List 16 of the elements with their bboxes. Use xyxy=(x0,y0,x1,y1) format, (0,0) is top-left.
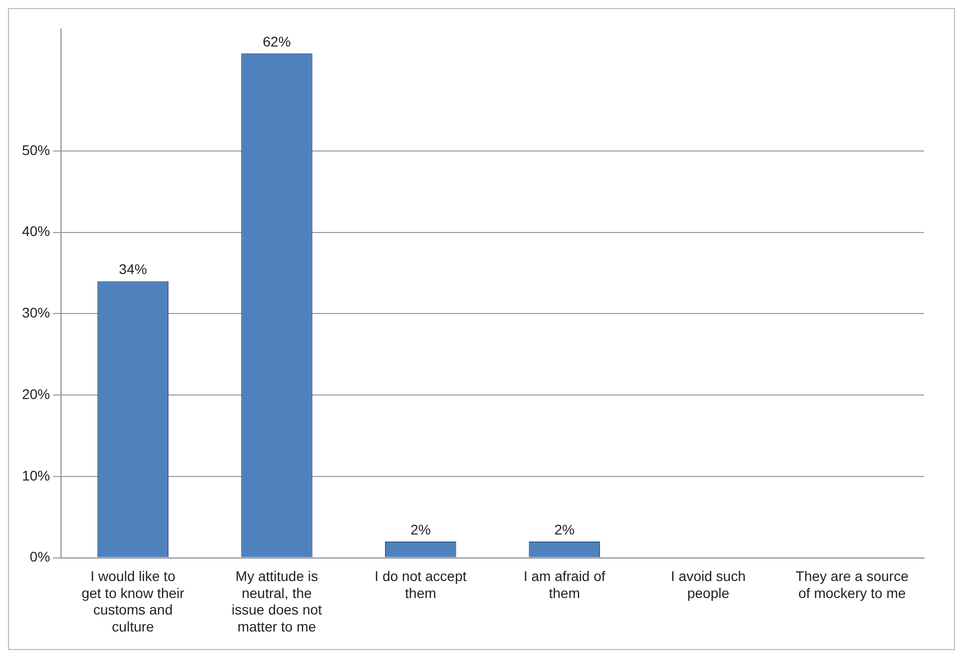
x-tick-label: I avoid such people xyxy=(670,568,746,601)
y-tick-label: 30% xyxy=(22,304,50,321)
y-tick-label: 50% xyxy=(22,142,50,158)
x-tick-label: I would like to get to know their customs and culture xyxy=(82,568,185,634)
data-label: 2% xyxy=(554,521,575,538)
y-tick-label: 20% xyxy=(22,386,50,402)
x-tick-label: My attitude is neutral, the issue does not matter to me xyxy=(232,568,322,634)
y-tick-label: 0% xyxy=(30,548,50,565)
y-tick-label: 40% xyxy=(22,223,50,240)
data-label: 62% xyxy=(262,33,291,50)
x-tick-label: They are a source of mockery to me xyxy=(796,568,909,601)
data-label: 2% xyxy=(410,521,431,538)
x-tick-label: I am afraid of them xyxy=(524,568,606,601)
y-tick-label: 10% xyxy=(22,467,50,484)
x-tick-label: I do not accept them xyxy=(374,568,467,601)
data-label: 34% xyxy=(118,261,147,278)
